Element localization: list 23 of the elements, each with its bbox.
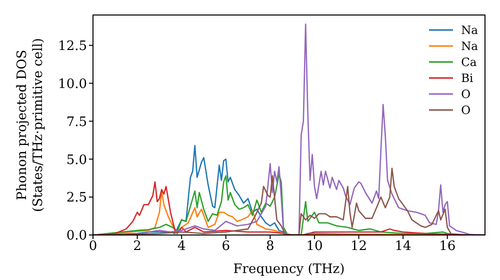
legend-label: Bi (461, 70, 474, 86)
x-tick-label: 8 (266, 239, 274, 254)
x-tick-label: 0 (88, 239, 98, 254)
x-tick-label: 10 (306, 239, 323, 254)
x-tick-label: 14 (394, 239, 412, 254)
legend-label: Ca (461, 54, 477, 70)
y-tick-label: 10.0 (58, 76, 87, 92)
y-tick-label: 2.5 (66, 190, 87, 206)
y-tick-label: 0.0 (66, 228, 87, 244)
x-tick-label: 2 (133, 239, 142, 254)
legend-label: O (461, 102, 471, 118)
x-tick-label: 4 (177, 239, 186, 254)
x-tick-label: 12 (350, 239, 368, 254)
legend-label: O (461, 86, 471, 102)
x-tick-label: 6 (222, 239, 230, 254)
y-tick-label: 7.5 (66, 114, 87, 130)
x-tick-label: 16 (439, 239, 456, 254)
y-tick-label: 12.5 (58, 38, 87, 54)
x-axis-title: Frequency (THz) (233, 262, 345, 277)
y-axis-title: Phonon projected DOS (States/THz·primitive cell) (15, 38, 46, 212)
legend-label: Na (461, 22, 478, 38)
legend-label: Na (461, 38, 478, 54)
y-tick-label: 5.0 (66, 152, 87, 168)
